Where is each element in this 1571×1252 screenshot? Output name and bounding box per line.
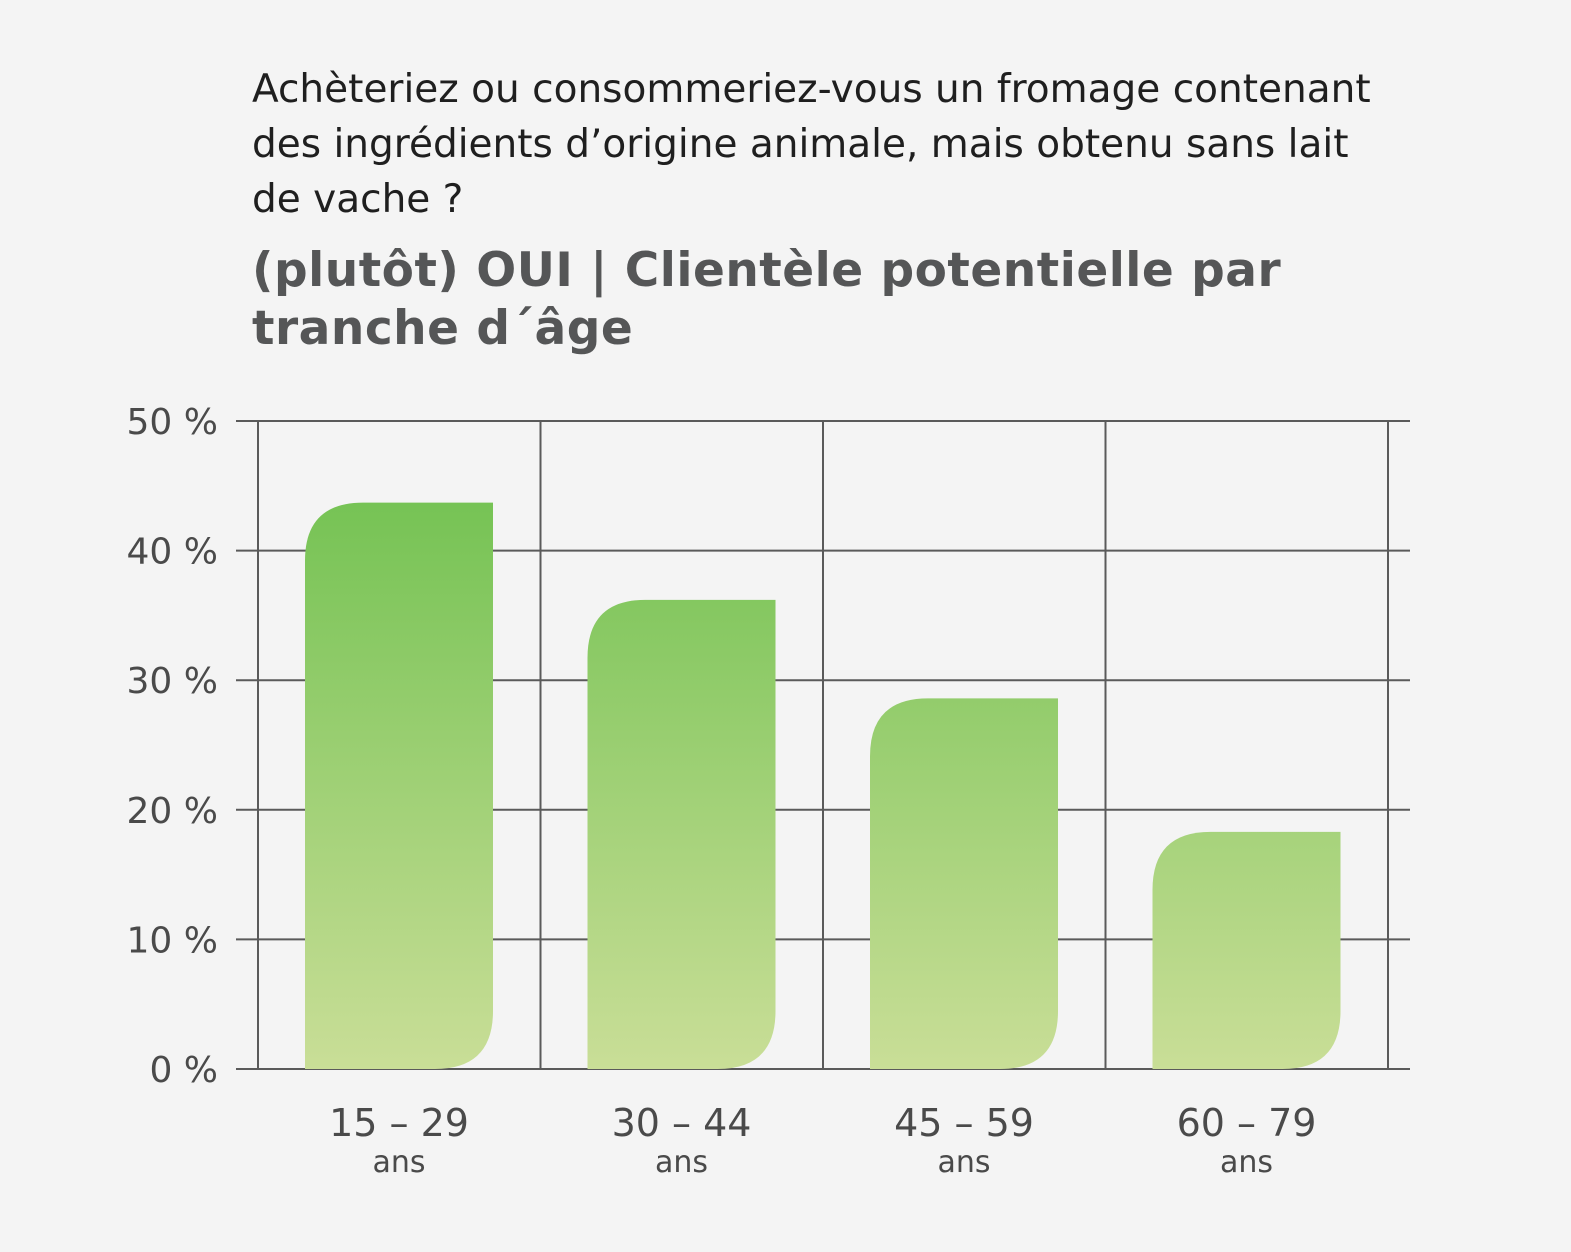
x-category-label: 15 – 29 bbox=[329, 1101, 469, 1145]
bar-1 bbox=[305, 502, 493, 1069]
x-category-sublabel: ans bbox=[372, 1145, 425, 1180]
x-category-sublabel: ans bbox=[655, 1145, 708, 1180]
x-category-label: 60 – 79 bbox=[1177, 1101, 1317, 1145]
y-tick-label: 40 % bbox=[127, 532, 218, 573]
x-category-label: 30 – 44 bbox=[612, 1101, 752, 1145]
bar-4 bbox=[1152, 831, 1341, 1069]
y-tick-label: 50 % bbox=[127, 402, 218, 443]
bar-2 bbox=[587, 599, 776, 1069]
bar-3 bbox=[870, 698, 1058, 1069]
x-category-sublabel: ans bbox=[1220, 1145, 1273, 1180]
x-category-label: 45 – 59 bbox=[894, 1101, 1034, 1145]
y-tick-label: 10 % bbox=[127, 920, 218, 961]
x-category-sublabel: ans bbox=[937, 1145, 990, 1180]
y-axis-ticks: 0 % 10 % 20 % 30 % 40 % 50 % bbox=[127, 402, 218, 1091]
chart-bars bbox=[305, 502, 1341, 1069]
y-tick-label: 20 % bbox=[127, 791, 218, 832]
y-tick-label: 30 % bbox=[127, 661, 218, 702]
chart-headline: (plutôt) OUI | Clientèle potentielle par… bbox=[252, 243, 1282, 356]
chart-question: Achèteriez ou consommeriez-vous un froma… bbox=[252, 67, 1371, 222]
y-tick-label: 0 % bbox=[149, 1050, 218, 1091]
